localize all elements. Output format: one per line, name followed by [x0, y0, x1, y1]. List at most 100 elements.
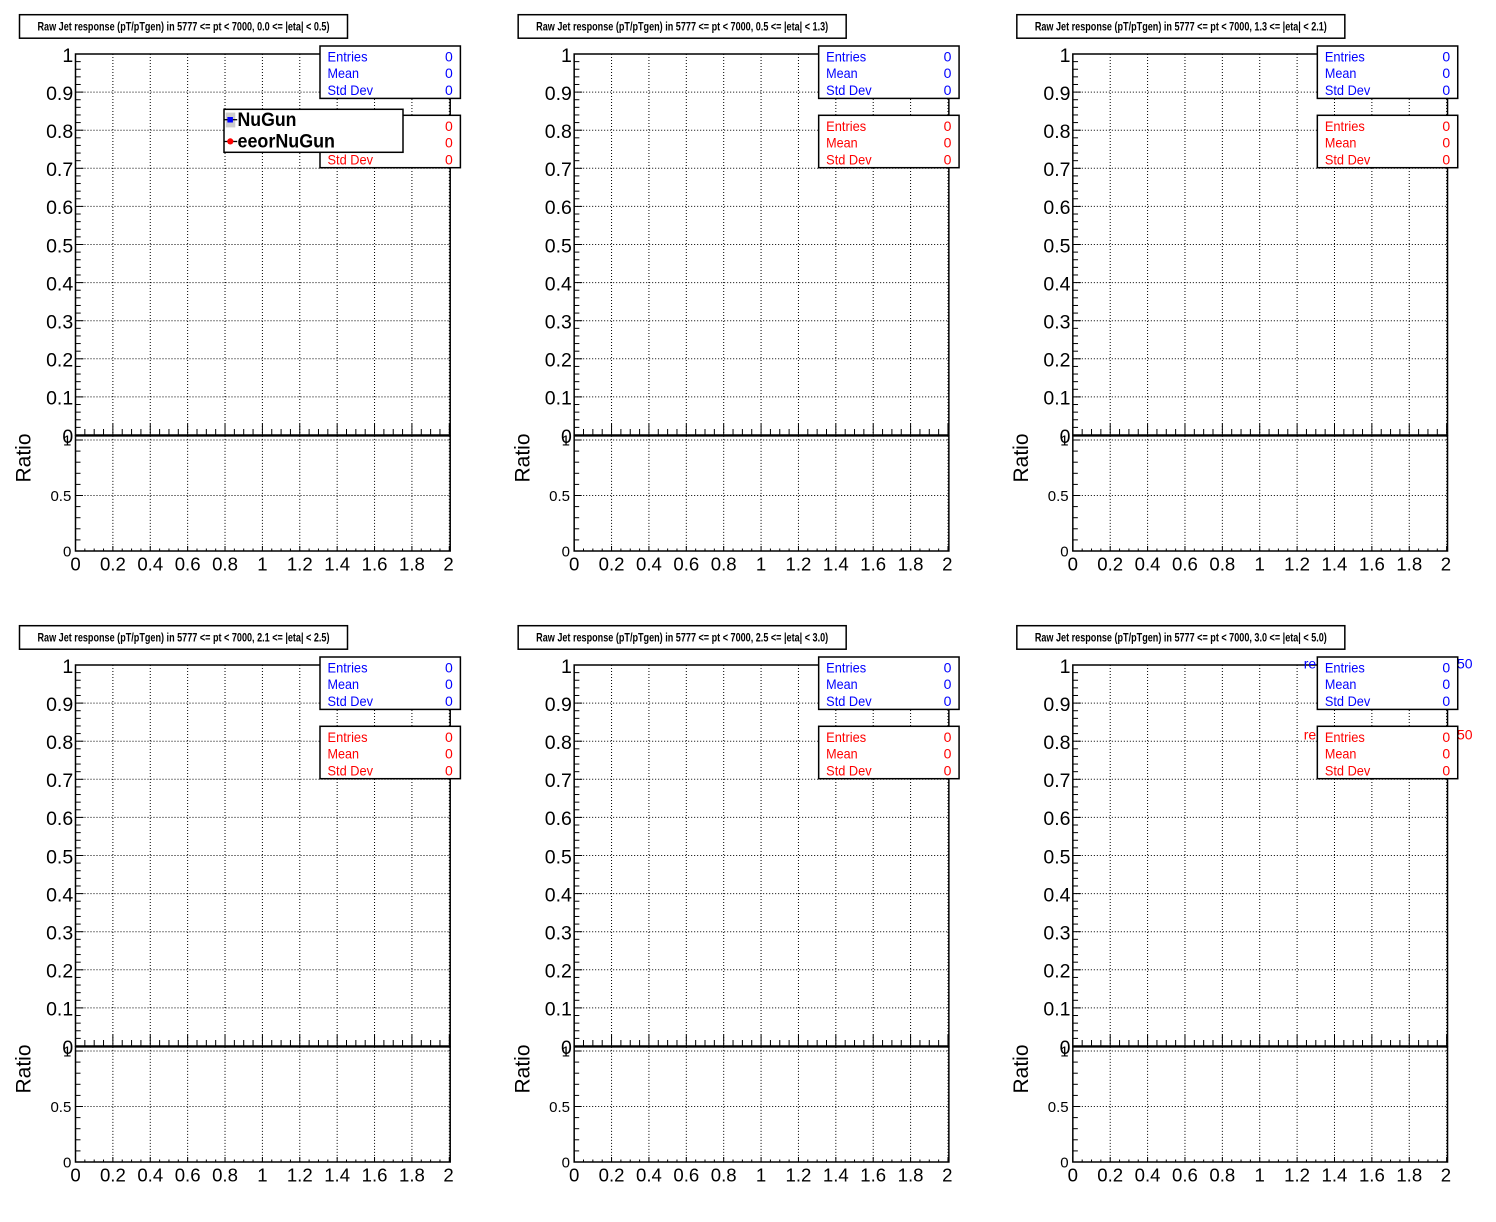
svg-text:Raw Jet response (pT/pTgen) in: Raw Jet response (pT/pTgen) in 5777 <= p… [1035, 22, 1327, 34]
svg-text:1.8: 1.8 [898, 1164, 924, 1185]
svg-text:Std Dev: Std Dev [1325, 762, 1371, 778]
svg-text:1: 1 [1060, 45, 1071, 67]
svg-text:0.8: 0.8 [1209, 553, 1235, 574]
svg-text:Mean: Mean [826, 134, 858, 150]
svg-text:1: 1 [1255, 1164, 1265, 1185]
svg-text:0: 0 [1442, 660, 1450, 676]
svg-text:0: 0 [944, 82, 952, 98]
svg-text:0.2: 0.2 [545, 350, 572, 372]
svg-text:0.1: 0.1 [46, 999, 73, 1021]
svg-text:0: 0 [944, 65, 952, 81]
svg-text:0: 0 [1060, 1155, 1068, 1172]
svg-text:Mean: Mean [826, 65, 858, 81]
svg-text:NuGun: NuGun [238, 110, 297, 131]
svg-text:0: 0 [569, 553, 579, 574]
svg-text:0.2: 0.2 [100, 553, 126, 574]
svg-text:Std Dev: Std Dev [1325, 82, 1371, 98]
svg-text:0: 0 [1442, 762, 1450, 778]
svg-text:1: 1 [1255, 553, 1265, 574]
svg-text:0: 0 [562, 1155, 570, 1172]
svg-text:1.4: 1.4 [823, 1164, 849, 1185]
svg-text:1.8: 1.8 [898, 553, 924, 574]
svg-text:0.2: 0.2 [100, 1164, 126, 1185]
svg-text:0: 0 [944, 660, 952, 676]
svg-text:0: 0 [1442, 118, 1450, 134]
svg-text:Mean: Mean [826, 745, 858, 761]
svg-text:0: 0 [944, 134, 952, 150]
svg-text:1.6: 1.6 [1359, 553, 1385, 574]
svg-text:0: 0 [561, 1037, 572, 1059]
svg-text:Ratio: Ratio [511, 433, 534, 482]
svg-text:0.5: 0.5 [1043, 846, 1070, 868]
svg-text:Mean: Mean [1325, 745, 1357, 761]
svg-text:1.8: 1.8 [1396, 553, 1422, 574]
svg-text:Mean: Mean [826, 676, 858, 692]
svg-text:0.6: 0.6 [1043, 197, 1070, 219]
svg-text:1: 1 [1060, 656, 1071, 678]
svg-text:0.2: 0.2 [1043, 350, 1070, 372]
svg-text:2: 2 [942, 553, 952, 574]
svg-text:0.5: 0.5 [545, 846, 572, 868]
svg-text:0: 0 [1442, 82, 1450, 98]
svg-text:Ratio: Ratio [13, 433, 36, 482]
svg-text:0.2: 0.2 [599, 553, 625, 574]
svg-text:0.3: 0.3 [545, 312, 572, 334]
svg-text:Raw Jet response (pT/pTgen) in: Raw Jet response (pT/pTgen) in 5777 <= p… [38, 633, 330, 645]
svg-text:0.5: 0.5 [1048, 1099, 1069, 1116]
svg-text:1.2: 1.2 [1284, 553, 1310, 574]
svg-text:Entries: Entries [1325, 660, 1365, 676]
svg-text:0.4: 0.4 [1135, 1164, 1161, 1185]
svg-text:0.8: 0.8 [1043, 732, 1070, 754]
svg-text:0: 0 [944, 151, 952, 167]
svg-text:0.8: 0.8 [1209, 1164, 1235, 1185]
svg-text:0: 0 [445, 693, 453, 709]
svg-text:Std Dev: Std Dev [328, 693, 374, 709]
svg-text:0.3: 0.3 [46, 923, 73, 945]
svg-text:1: 1 [561, 656, 572, 678]
svg-text:0: 0 [445, 762, 453, 778]
svg-text:1: 1 [63, 433, 71, 450]
svg-text:0: 0 [1442, 134, 1450, 150]
svg-text:Ratio: Ratio [1010, 433, 1033, 482]
svg-text:0: 0 [944, 49, 952, 65]
svg-text:0: 0 [944, 676, 952, 692]
svg-text:Ratio: Ratio [511, 1044, 534, 1093]
svg-text:0.9: 0.9 [1043, 694, 1070, 716]
svg-text:Std Dev: Std Dev [826, 762, 872, 778]
svg-text:0.6: 0.6 [1043, 808, 1070, 830]
svg-text:0.6: 0.6 [175, 553, 201, 574]
svg-text:0.7: 0.7 [545, 159, 572, 181]
svg-text:1.8: 1.8 [1396, 1164, 1422, 1185]
svg-text:1.2: 1.2 [786, 553, 812, 574]
svg-text:50: 50 [1457, 726, 1473, 742]
svg-text:1: 1 [1060, 433, 1068, 450]
svg-text:2: 2 [443, 553, 453, 574]
svg-text:eeorNuGun: eeorNuGun [238, 132, 336, 153]
svg-text:0: 0 [1442, 65, 1450, 81]
svg-text:Std Dev: Std Dev [826, 82, 872, 98]
svg-text:0.3: 0.3 [1043, 923, 1070, 945]
svg-text:0.7: 0.7 [46, 770, 73, 792]
svg-text:1: 1 [1060, 1044, 1068, 1061]
svg-text:0: 0 [445, 118, 453, 134]
svg-text:0: 0 [562, 544, 570, 561]
svg-text:0: 0 [944, 693, 952, 709]
svg-text:0.9: 0.9 [545, 694, 572, 716]
svg-text:0: 0 [1442, 49, 1450, 65]
svg-text:0: 0 [445, 82, 453, 98]
svg-text:Std Dev: Std Dev [1325, 693, 1371, 709]
svg-text:0.5: 0.5 [549, 488, 570, 505]
svg-text:1: 1 [62, 45, 73, 67]
svg-text:0.4: 0.4 [1043, 273, 1070, 295]
svg-text:Std Dev: Std Dev [826, 693, 872, 709]
svg-text:0: 0 [445, 134, 453, 150]
svg-text:Raw Jet response (pT/pTgen) in: Raw Jet response (pT/pTgen) in 5777 <= p… [1035, 633, 1327, 645]
svg-text:Raw Jet response (pT/pTgen) in: Raw Jet response (pT/pTgen) in 5777 <= p… [38, 22, 330, 34]
svg-text:1: 1 [756, 553, 766, 574]
svg-text:1.6: 1.6 [362, 1164, 388, 1185]
svg-text:0.1: 0.1 [545, 388, 572, 410]
svg-text:0: 0 [1442, 693, 1450, 709]
svg-text:0.9: 0.9 [46, 83, 73, 105]
svg-text:50: 50 [1457, 656, 1473, 672]
svg-text:1: 1 [257, 1164, 267, 1185]
